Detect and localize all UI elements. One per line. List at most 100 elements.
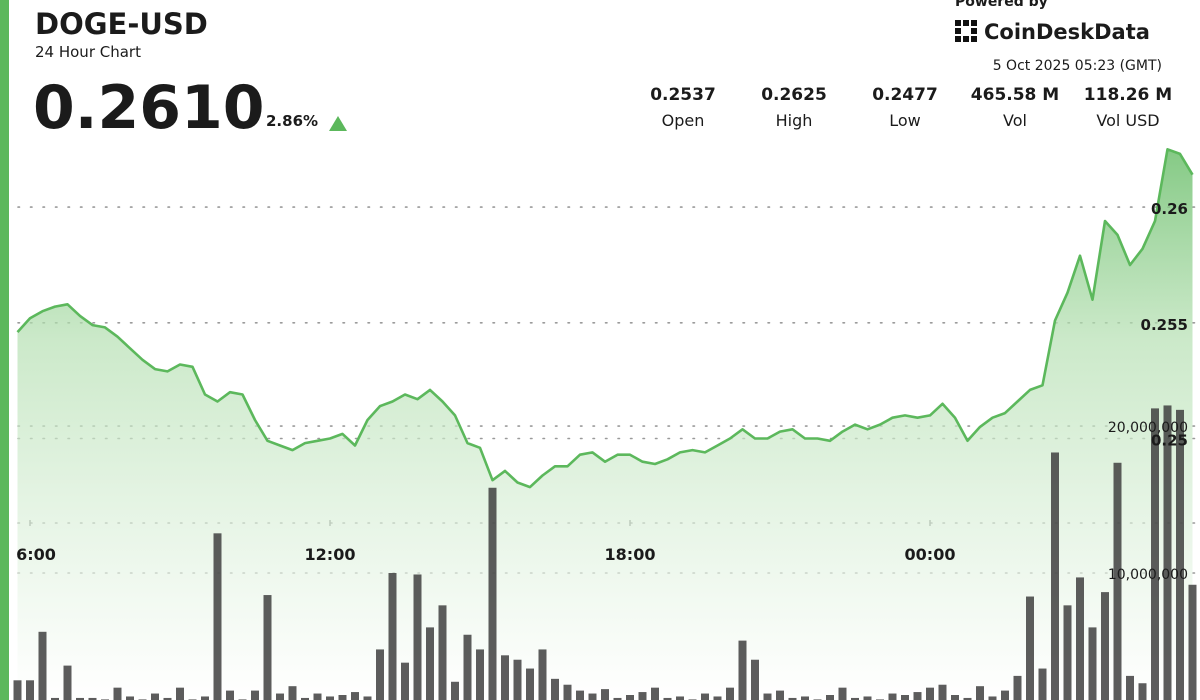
header: DOGE-USD 24 Hour Chart 0.2610 2.86% Powe…	[33, 0, 1172, 143]
volume-bar	[1101, 592, 1109, 700]
y-tick-label: 0.255	[1141, 316, 1188, 334]
volume-bar	[1113, 462, 1122, 700]
x-tick-label: 18:00	[605, 545, 656, 564]
brand-name: CoinDeskData	[984, 20, 1150, 44]
volume-bar	[613, 697, 622, 700]
volume-bar	[201, 696, 209, 700]
volume-bar	[88, 697, 97, 700]
volume-bar	[538, 649, 547, 700]
volume-bar	[288, 686, 297, 700]
current-price: 0.2610	[33, 73, 265, 143]
volume-bar	[1076, 577, 1084, 700]
volume-bar	[913, 692, 922, 700]
volume-bar	[1001, 690, 1009, 700]
volume-bar	[838, 687, 847, 700]
stat-label: Low	[889, 111, 921, 130]
volume-bar	[1176, 409, 1184, 700]
volume-bar	[788, 697, 797, 700]
stat-value: 0.2625	[761, 85, 827, 105]
volume-bar	[451, 681, 459, 700]
volume-bar	[376, 649, 384, 700]
volume-bar	[1038, 668, 1047, 700]
stat-label: Open	[662, 111, 705, 130]
volume-bar	[763, 693, 772, 700]
volume-bar	[251, 690, 259, 700]
volume-bar	[901, 695, 909, 700]
chart-subtitle: 24 Hour Chart	[35, 43, 141, 61]
volume-bar	[476, 649, 484, 700]
volume-bar	[626, 695, 634, 700]
volume-bar	[1013, 675, 1022, 700]
volume-bar	[776, 690, 784, 700]
volume-bar	[676, 696, 684, 700]
volume-bar	[426, 627, 434, 700]
volume-bar	[351, 692, 359, 700]
stat-label: High	[776, 111, 813, 130]
plot-area: 0.25 0.255 0.26 10,000,000 20,000,000 6:00 12:…	[13, 148, 1197, 700]
volume-bar	[976, 686, 984, 700]
stat-value: 118.26 M	[1084, 85, 1172, 105]
up-arrow	[329, 116, 347, 131]
stat-label: Vol USD	[1096, 111, 1159, 130]
y2-tick-label: 10,000,000	[1108, 567, 1188, 583]
volume-bar	[363, 696, 372, 700]
volume-bar	[963, 697, 972, 700]
volume-bar	[938, 684, 947, 700]
brand-logo	[955, 20, 977, 42]
volume-bar	[601, 689, 609, 700]
volume-bar	[163, 697, 172, 700]
volume-bar	[826, 695, 834, 700]
volume-bar	[863, 696, 872, 700]
y-tick-label: 0.26	[1151, 200, 1188, 218]
volume-bar	[988, 696, 997, 700]
volume-bar	[526, 668, 534, 700]
volume-bar	[951, 695, 959, 700]
stats-row: 0.2537 Open 0.2625 High 0.2477 Low 465.58 M Vol…	[650, 85, 1172, 130]
volume-bar	[126, 696, 134, 700]
volume-bar	[26, 680, 34, 700]
timestamp: 5 Oct 2025 05:23 (GMT)	[993, 58, 1162, 74]
volume-bar	[176, 687, 184, 700]
volume-bar	[888, 693, 897, 700]
volume-bar	[276, 693, 284, 700]
volume-bar	[388, 573, 397, 700]
volume-bar	[926, 687, 934, 700]
volume-bar	[1026, 596, 1034, 700]
price-change: 2.86%	[266, 112, 318, 130]
volume-bar	[801, 696, 809, 700]
volume-bar	[713, 696, 722, 700]
volume-bar	[663, 697, 672, 700]
volume-bar	[213, 533, 222, 700]
accent-strip	[0, 0, 9, 700]
volume-bar	[413, 574, 422, 700]
volume-bar	[1163, 405, 1172, 700]
volume-bar	[588, 693, 597, 700]
volume-bar	[1126, 675, 1134, 700]
x-tick-label: 6:00	[16, 545, 56, 564]
volume-bar	[63, 665, 72, 700]
volume-bar	[638, 692, 647, 700]
y2-tick-label: 20,000,000	[1108, 420, 1188, 436]
volume-bar	[1088, 627, 1097, 700]
axis-labels: 0.25 0.255 0.26 10,000,000 20,000,000 6:00 12:…	[16, 200, 1188, 583]
volume-bar	[401, 662, 409, 700]
volume-bar	[551, 678, 559, 700]
volume-bar	[1063, 605, 1072, 700]
volume-bar	[513, 659, 522, 700]
x-tick-label: 12:00	[305, 545, 356, 564]
volume-bar	[1051, 452, 1059, 700]
y-tick-label: 0.25	[1151, 432, 1188, 450]
volume-bar	[1188, 584, 1197, 700]
volume-bar	[38, 631, 47, 700]
volume-bar	[701, 693, 709, 700]
volume-bar	[501, 655, 509, 700]
volume-bars	[13, 405, 1197, 700]
area-layer	[17, 149, 1193, 700]
volume-bar	[13, 680, 22, 700]
volume-bar	[751, 659, 759, 700]
price-area	[17, 149, 1193, 700]
volume-bar	[151, 693, 159, 700]
x-tick-label: 00:00	[905, 545, 956, 564]
